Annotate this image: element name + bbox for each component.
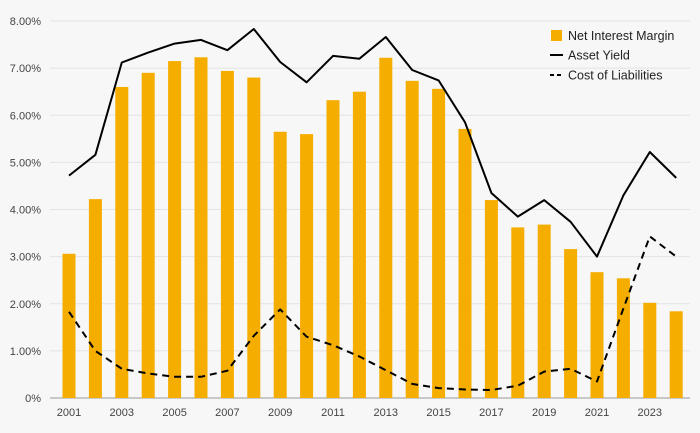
bar-net-interest-margin	[616, 278, 630, 398]
legend-swatch-net-interest-margin	[551, 30, 562, 41]
bar-net-interest-margin	[643, 302, 657, 398]
y-axis-ticks: 0% 1.00% 2.00% 3.00% 4.00% 5.00% 6.00% 7.00% 8.0…	[10, 16, 41, 405]
bar-net-interest-margin	[432, 88, 446, 399]
y-tick-label: 7.00%	[10, 63, 41, 75]
x-tick-label: 2001	[57, 407, 81, 419]
bar-net-interest-margin	[194, 57, 208, 398]
legend-label-net-interest-margin: Net Interest Margin	[568, 29, 674, 43]
bar-net-interest-margin	[458, 128, 472, 398]
x-tick-label: 2019	[532, 407, 556, 419]
x-tick-label: 2021	[585, 407, 609, 419]
bar-net-interest-margin	[247, 77, 261, 399]
x-tick-label: 2023	[638, 407, 662, 419]
bar-net-interest-margin	[88, 199, 102, 398]
bar-net-interest-margin	[564, 249, 578, 398]
y-tick-label: 4.00%	[10, 205, 41, 217]
bar-net-interest-margin	[220, 70, 234, 398]
bar-net-interest-margin	[511, 227, 525, 398]
bar-net-interest-margin	[168, 61, 182, 399]
x-tick-label: 2009	[268, 407, 292, 419]
bar-net-interest-margin	[273, 131, 287, 398]
x-tick-label: 2011	[321, 407, 345, 419]
x-tick-label: 2007	[215, 407, 239, 419]
x-tick-label: 2003	[110, 407, 134, 419]
grid-lines	[50, 20, 690, 399]
x-tick-label: 2005	[162, 407, 186, 419]
y-tick-label: 6.00%	[10, 110, 41, 122]
bar-net-interest-margin	[141, 72, 155, 399]
bar-net-interest-margin	[326, 100, 340, 399]
bar-net-interest-margin	[405, 80, 419, 398]
y-tick-label: 1.00%	[10, 346, 41, 358]
legend-label-cost-of-liabilities: Cost of Liabilities	[568, 69, 663, 83]
bar-net-interest-margin	[590, 272, 604, 398]
y-tick-label: 0%	[25, 393, 41, 405]
legend-label-asset-yield: Asset Yield	[568, 49, 630, 63]
y-tick-label: 8.00%	[10, 16, 41, 28]
line-series	[68, 28, 677, 391]
bar-net-interest-margin	[537, 224, 551, 398]
bar-net-interest-margin	[300, 134, 314, 398]
bar-net-interest-margin	[62, 253, 76, 398]
x-tick-label: 2017	[479, 407, 503, 419]
x-tick-label: 2015	[426, 407, 450, 419]
y-tick-label: 5.00%	[10, 157, 41, 169]
legend: Net Interest Margin Asset Yield Cost of …	[550, 29, 674, 83]
bar-net-interest-margin	[352, 91, 366, 398]
line-asset-yield	[68, 28, 677, 258]
line-cost-of-liabilities	[68, 235, 677, 391]
bar-net-interest-margin	[669, 311, 683, 398]
bar-net-interest-margin	[379, 57, 393, 398]
bar-series-net-interest-margin	[62, 57, 683, 399]
bar-net-interest-margin	[115, 86, 129, 398]
x-axis-ticks: 2001 2003 2005 2007 2009 2011 2013 2015 2017 2019…	[57, 407, 662, 419]
x-tick-label: 2013	[374, 407, 398, 419]
y-tick-label: 2.00%	[10, 299, 41, 311]
y-tick-label: 3.00%	[10, 252, 41, 264]
bar-net-interest-margin	[484, 200, 498, 398]
